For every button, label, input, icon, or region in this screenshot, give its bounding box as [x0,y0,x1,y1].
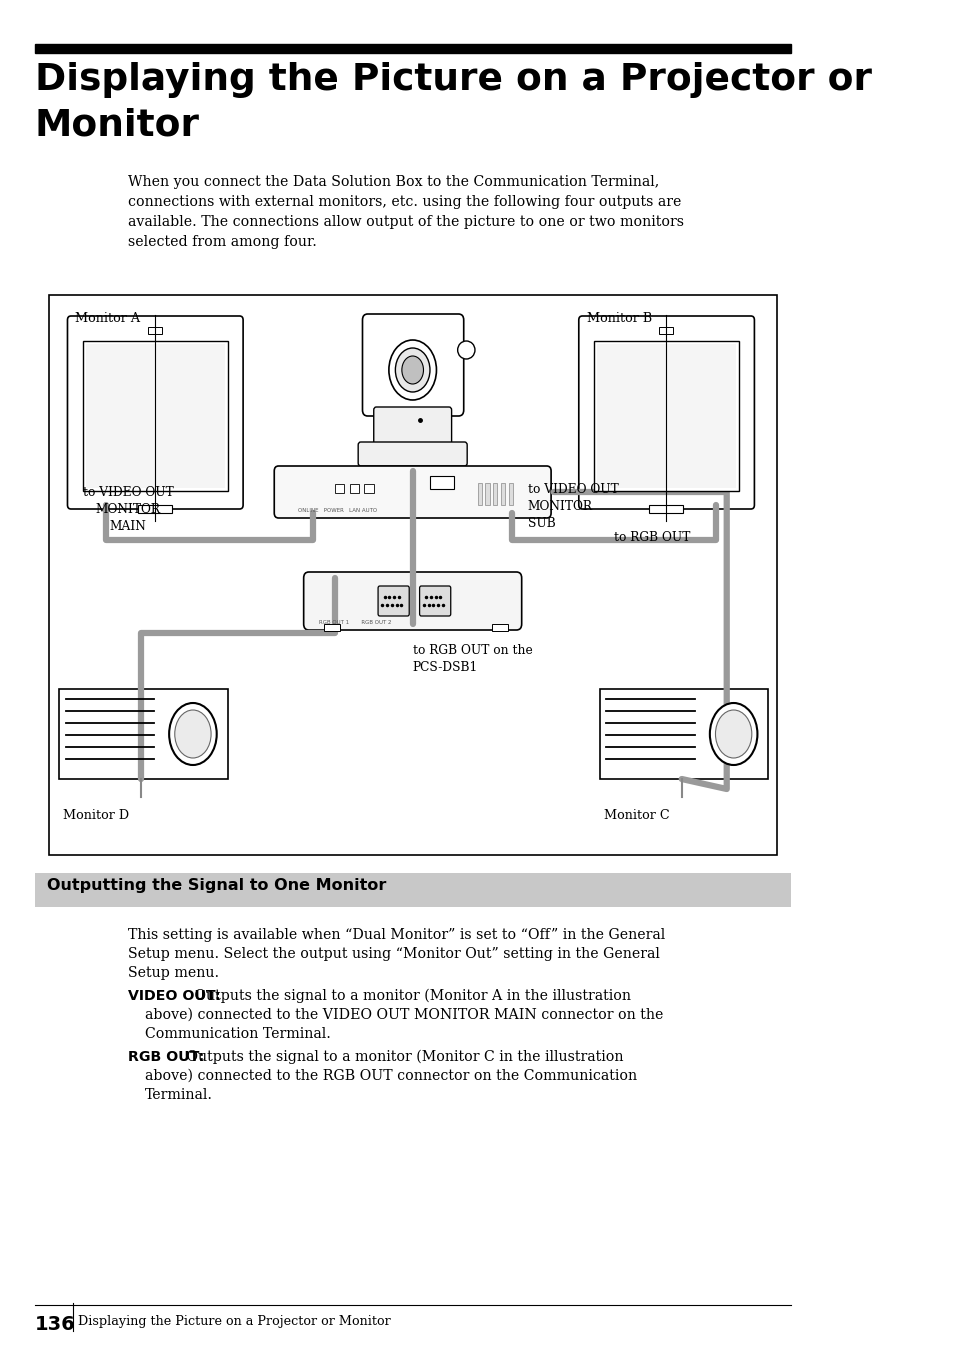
Text: RGB OUT 1       RGB OUT 2: RGB OUT 1 RGB OUT 2 [319,621,392,625]
Text: Outputs the signal to a monitor (Monitor C in the illustration: Outputs the signal to a monitor (Monitor… [181,1051,622,1064]
Text: ONLINE   POWER   LAN AUTO: ONLINE POWER LAN AUTO [297,508,376,512]
Text: to RGB OUT on the
PCS-DSB1: to RGB OUT on the PCS-DSB1 [413,644,532,675]
Ellipse shape [174,710,211,758]
Bar [477,483,481,506]
Bar [485,483,489,506]
Text: Monitor A: Monitor A [75,312,140,324]
Bar [430,476,454,489]
Text: This setting is available when “Dual Monitor” is set to “Off” in the General: This setting is available when “Dual Mon… [128,927,664,942]
Text: Monitor D: Monitor D [63,808,130,822]
FancyBboxPatch shape [578,316,754,508]
Bar [659,327,673,334]
Bar [83,341,228,491]
FancyBboxPatch shape [303,572,521,630]
Ellipse shape [709,703,757,765]
Text: connections with external monitors, etc. using the following four outputs are: connections with external monitors, etc.… [128,195,680,210]
FancyBboxPatch shape [377,585,409,617]
Text: above) connected to the RGB OUT connector on the Communication: above) connected to the RGB OUT connecto… [145,1069,637,1083]
Bar [34,873,790,907]
Text: above) connected to the VIDEO OUT MONITOR MAIN connector on the: above) connected to the VIDEO OUT MONITO… [145,1009,663,1022]
Text: Setup menu.: Setup menu. [128,965,219,980]
FancyBboxPatch shape [419,585,450,617]
Text: to VIDEO OUT
MONITOR
MAIN: to VIDEO OUT MONITOR MAIN [83,485,173,533]
Text: VIDEO OUT:: VIDEO OUT: [128,990,220,1003]
Text: Monitor B: Monitor B [586,312,651,324]
Text: 136: 136 [34,1315,75,1334]
Ellipse shape [401,356,423,384]
Ellipse shape [395,347,430,392]
Bar [597,343,736,488]
Ellipse shape [457,341,475,360]
Ellipse shape [389,339,436,400]
FancyBboxPatch shape [68,316,243,508]
Text: RGB OUT:: RGB OUT: [128,1051,204,1064]
Text: Setup menu. Select the output using “Monitor Out” setting in the General: Setup menu. Select the output using “Mon… [128,946,659,961]
Bar [324,625,339,631]
Bar [86,343,225,488]
Text: available. The connections allow output of the picture to one or two monitors: available. The connections allow output … [128,215,683,228]
Ellipse shape [715,710,751,758]
FancyBboxPatch shape [274,466,551,518]
Text: Communication Terminal.: Communication Terminal. [145,1028,331,1041]
Text: Outputting the Signal to One Monitor: Outputting the Signal to One Monitor [47,877,386,894]
Text: Displaying the Picture on a Projector or Monitor: Displaying the Picture on a Projector or… [78,1315,390,1328]
Bar [364,484,374,493]
Bar [493,483,497,506]
Ellipse shape [169,703,216,765]
Text: Terminal.: Terminal. [145,1088,213,1102]
Bar [59,690,228,779]
Bar [594,341,738,491]
Bar [500,483,505,506]
FancyBboxPatch shape [357,442,467,466]
Bar [50,295,776,854]
Text: Monitor C: Monitor C [603,808,669,822]
Text: to VIDEO OUT
MONITOR
SUB: to VIDEO OUT MONITOR SUB [527,483,618,530]
Text: Outputs the signal to a monitor (Monitor A in the illustration: Outputs the signal to a monitor (Monitor… [191,990,631,1003]
Bar [349,484,358,493]
FancyBboxPatch shape [362,314,463,416]
Bar [335,484,344,493]
FancyBboxPatch shape [374,407,451,448]
Bar [34,45,790,53]
Bar [492,625,507,631]
Bar [148,327,162,334]
Bar [648,506,682,512]
Text: to RGB OUT: to RGB OUT [614,531,690,544]
Text: Displaying the Picture on a Projector or: Displaying the Picture on a Projector or [34,62,871,97]
Text: When you connect the Data Solution Box to the Communication Terminal,: When you connect the Data Solution Box t… [128,174,659,189]
Text: Monitor: Monitor [34,108,199,145]
Bar [137,506,172,512]
Bar [598,690,767,779]
Bar [508,483,513,506]
Text: selected from among four.: selected from among four. [128,235,316,249]
